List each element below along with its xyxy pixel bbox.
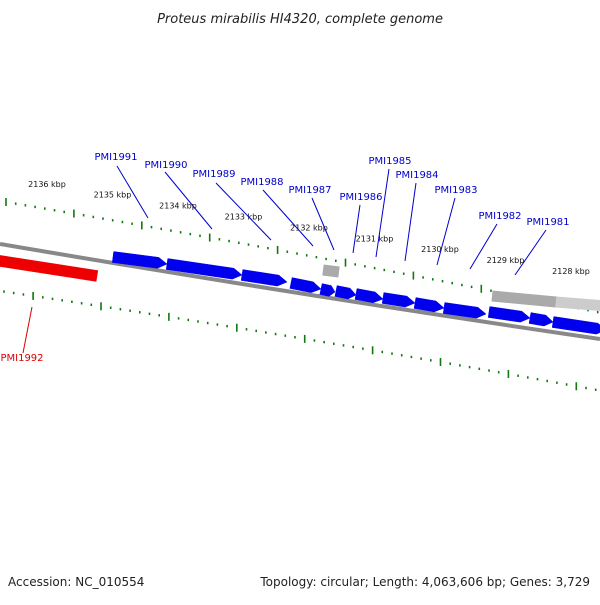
leader-line-pmi1989	[215, 182, 272, 241]
leader-line-pmi1986	[352, 204, 361, 254]
gene-feature-pmi1981	[487, 306, 531, 323]
leader-line-pmi1988	[262, 189, 314, 247]
scale-label: 2132 kbp	[290, 223, 328, 232]
gene-label-pmi1984: PMI1984	[395, 170, 438, 181]
gene-feature-pmi1992	[0, 255, 99, 282]
gene-feature-pmi1989	[240, 269, 288, 287]
gene-feature-pmi1979	[551, 316, 600, 335]
gene-feature-pmi1987	[319, 283, 336, 297]
gene-label-pmi1982: PMI1982	[478, 211, 521, 222]
gene-label-pmi1992: PMI1992	[0, 353, 43, 364]
genome-backbone	[0, 242, 600, 341]
scale-label: 2133 kbp	[225, 213, 263, 222]
scale-label: 2136 kbp	[28, 180, 66, 189]
scale-label: 2135 kbp	[94, 191, 132, 200]
gene-label-pmi1986: PMI1986	[339, 192, 382, 203]
gene-label-pmi1985: PMI1985	[368, 156, 411, 167]
gene-label-pmi1981: PMI1981	[526, 217, 569, 228]
gene-label-pmi1988: PMI1988	[240, 177, 283, 188]
gene-feature-pmi1986	[334, 285, 357, 300]
inner-tick-track	[3, 290, 597, 392]
feature-track	[0, 251, 600, 335]
leader-line-pmi1981	[514, 229, 547, 276]
scale-label: 2128 kbp	[552, 267, 590, 276]
scale-label: 2129 kbp	[487, 256, 525, 265]
gene-label-pmi1989: PMI1989	[192, 169, 235, 180]
grey-feature	[491, 290, 557, 308]
gene-label-pmi1991: PMI1991	[94, 152, 137, 163]
accession-text: Accession: NC_010554	[8, 575, 144, 589]
gene-feature-pmi1984	[381, 292, 416, 308]
leader-line-pmi1992	[22, 306, 33, 354]
leader-line-pmi1982	[469, 223, 498, 270]
gene-label-pmi1983: PMI1983	[434, 185, 477, 196]
gene-feature-pmi1988	[289, 277, 322, 293]
topology-text: Topology: circular; Length: 4,063,606 bp…	[259, 575, 590, 589]
scale-labels: 2128 kbp 2129 kbp 2130 kbp 2131 kbp 2132 kbp…	[28, 180, 590, 276]
leader-line-pmi1990	[164, 171, 213, 230]
scale-label: 2131 kbp	[356, 234, 394, 243]
gene-feature-pmi1990	[165, 258, 243, 280]
grey-feature	[322, 264, 340, 278]
gene-feature-pmi1991	[112, 251, 168, 269]
gene-feature-pmi1983	[413, 297, 445, 313]
gene-label-pmi1990: PMI1990	[144, 160, 187, 171]
scale-label: 2130 kbp	[421, 245, 459, 254]
gene-feature-pmi1980	[528, 312, 554, 327]
leader-line-pmi1985	[375, 168, 390, 258]
gene-feature-pmi1982	[442, 302, 487, 319]
grey-feature	[555, 296, 600, 312]
leader-line-pmi1983	[436, 197, 456, 266]
gene-feature-pmi1985	[354, 288, 384, 304]
scale-label: 2134 kbp	[159, 202, 197, 211]
leader-line-pmi1984	[404, 182, 417, 262]
leader-line-pmi1987	[311, 197, 335, 251]
gene-callouts: PMI1991 PMI1990 PMI1989 PMI1988 PMI1987 PMI19…	[0, 152, 569, 364]
gene-label-pmi1987: PMI1987	[288, 185, 331, 196]
map-title: Proteus mirabilis HI4320, complete genom…	[157, 12, 443, 27]
leader-line-pmi1991	[116, 165, 149, 219]
